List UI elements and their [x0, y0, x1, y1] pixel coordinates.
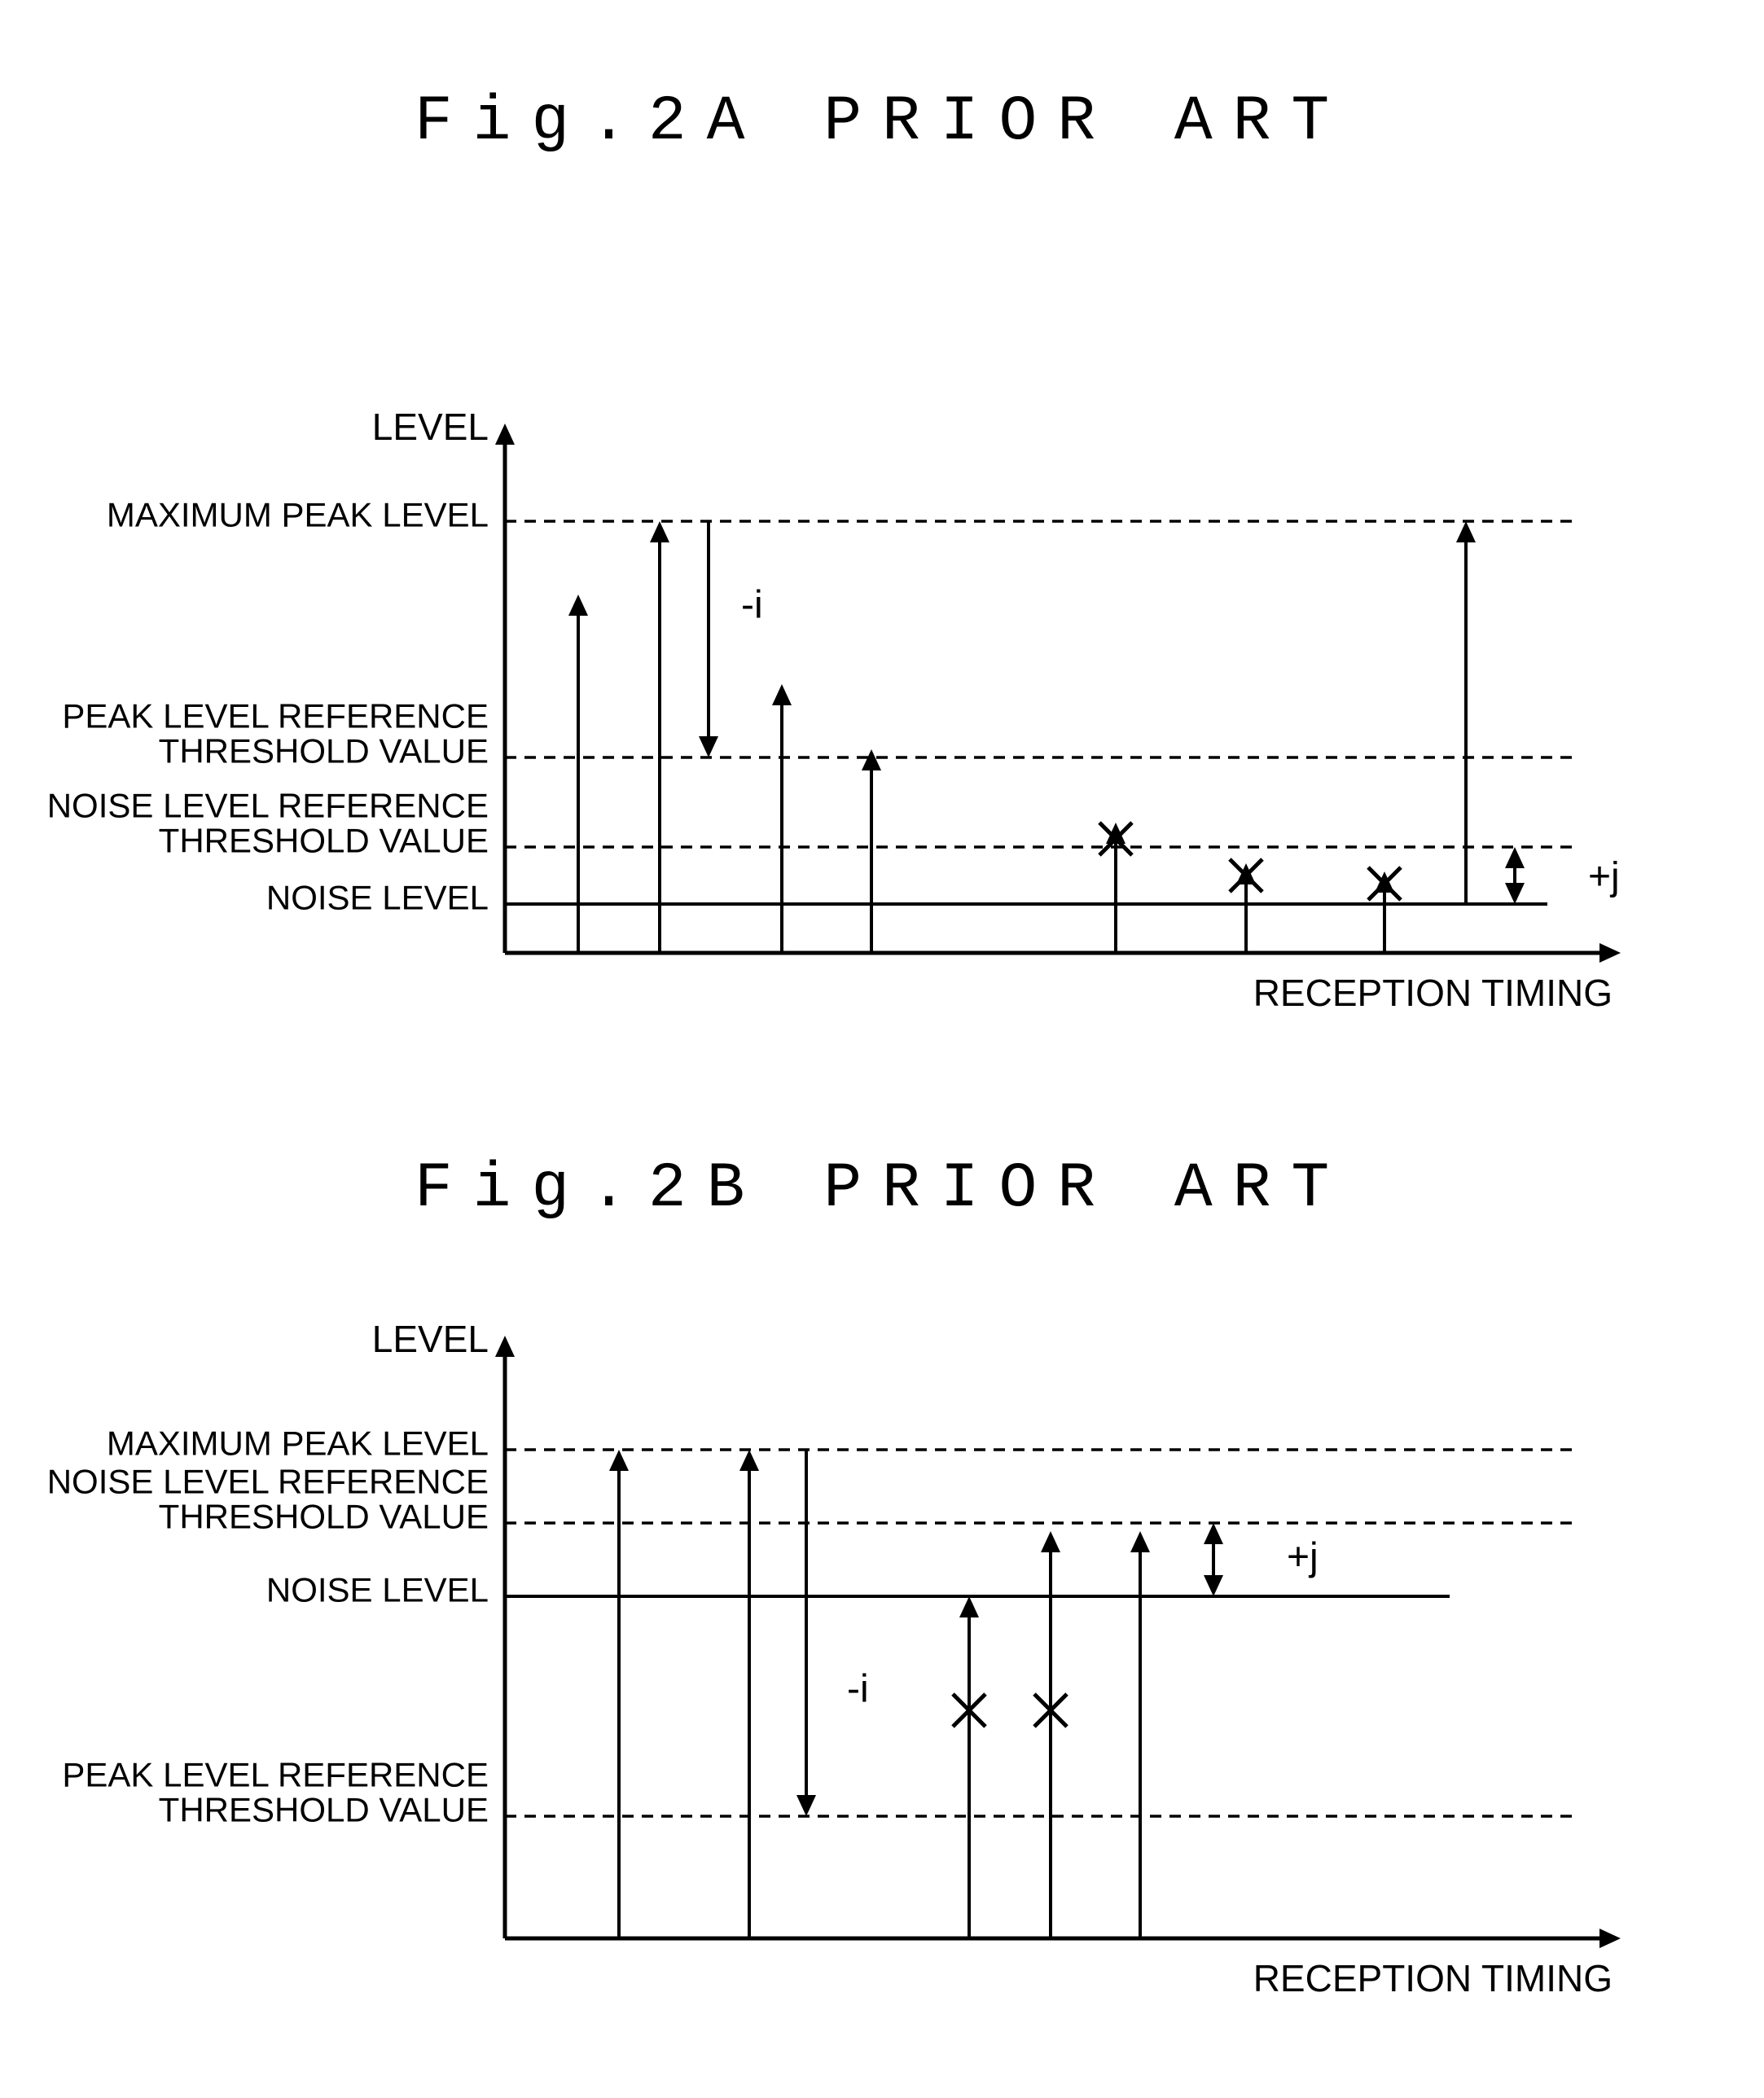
x-axis-label: RECEPTION TIMING [1253, 1957, 1613, 1999]
level-label: PEAK LEVEL REFERENCETHRESHOLD VALUE [62, 696, 489, 770]
arrowhead [1599, 943, 1621, 963]
arrowhead [1505, 883, 1525, 904]
arrowhead [1204, 1575, 1223, 1596]
level-label: NOISE LEVEL [266, 1570, 489, 1609]
level-label: NOISE LEVEL [266, 878, 489, 916]
arrowhead [650, 521, 669, 542]
arrowhead [862, 749, 881, 770]
range-label: -i [847, 1667, 869, 1710]
level-label: PEAK LEVEL REFERENCETHRESHOLD VALUE [62, 1755, 489, 1828]
arrowhead [1204, 1523, 1223, 1544]
arrowhead [1505, 847, 1525, 868]
level-label: MAXIMUM PEAK LEVEL [107, 495, 489, 533]
x-axis-label: RECEPTION TIMING [1253, 972, 1613, 1014]
arrowhead [796, 1795, 816, 1816]
level-label: NOISE LEVEL REFERENCETHRESHOLD VALUE [47, 786, 489, 859]
y-axis-label: LEVEL [372, 1318, 489, 1360]
arrowhead [699, 736, 718, 757]
figure-title: Fig.2B PRIOR ART [415, 1153, 1349, 1225]
range-label: +j [1588, 855, 1620, 898]
arrowhead [1456, 521, 1476, 542]
y-axis-label: LEVEL [372, 406, 489, 448]
arrowhead [495, 1336, 515, 1357]
arrowhead [959, 1596, 979, 1617]
arrowhead [568, 595, 588, 616]
arrowhead [609, 1450, 629, 1471]
level-label: MAXIMUM PEAK LEVEL [107, 1424, 489, 1462]
arrowhead [739, 1450, 759, 1471]
arrowhead [1130, 1531, 1150, 1552]
arrowhead [1041, 1531, 1060, 1552]
range-label: +j [1287, 1535, 1319, 1578]
range-label: -i [741, 583, 763, 626]
arrowhead [1599, 1929, 1621, 1948]
arrowhead [495, 424, 515, 445]
arrowhead [772, 684, 792, 705]
figure-title: Fig.2A PRIOR ART [415, 86, 1349, 158]
level-label: NOISE LEVEL REFERENCETHRESHOLD VALUE [47, 1462, 489, 1535]
